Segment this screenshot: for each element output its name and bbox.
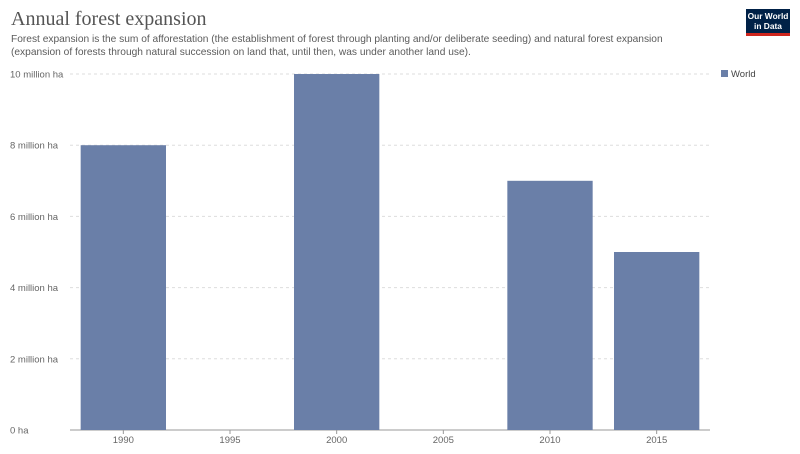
legend-swatch [721, 70, 728, 77]
logo-line-2: in Data [754, 20, 782, 31]
bar [294, 74, 380, 430]
bar [507, 180, 593, 430]
x-tick-label: 2010 [539, 435, 560, 446]
y-tick-label: 0 ha [10, 426, 29, 437]
legend-label: World [731, 69, 756, 80]
y-tick-label: 10 million ha [10, 70, 64, 81]
x-tick-label: 1990 [113, 435, 134, 446]
x-tick-label: 2005 [433, 435, 454, 446]
owid-logo[interactable]: Our World in Data [746, 9, 790, 36]
x-tick-label: 1995 [219, 435, 240, 446]
x-tick-label: 2000 [326, 435, 347, 446]
y-tick-label: 8 million ha [10, 141, 59, 152]
chart-title: Annual forest expansion [11, 8, 207, 30]
bar [614, 252, 700, 430]
chart-subtitle: Forest expansion is the sum of afforesta… [11, 34, 663, 58]
x-tick-label: 2015 [646, 435, 667, 446]
y-tick-label: 6 million ha [10, 212, 59, 223]
logo-line-1: Our World [747, 11, 789, 21]
bar [80, 145, 166, 430]
y-tick-label: 4 million ha [10, 283, 59, 294]
y-tick-label: 2 million ha [10, 354, 59, 365]
